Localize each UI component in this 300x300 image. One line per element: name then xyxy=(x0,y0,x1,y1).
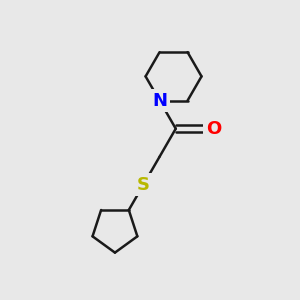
Text: O: O xyxy=(206,120,221,138)
Text: N: N xyxy=(152,92,167,110)
Text: S: S xyxy=(137,176,150,194)
